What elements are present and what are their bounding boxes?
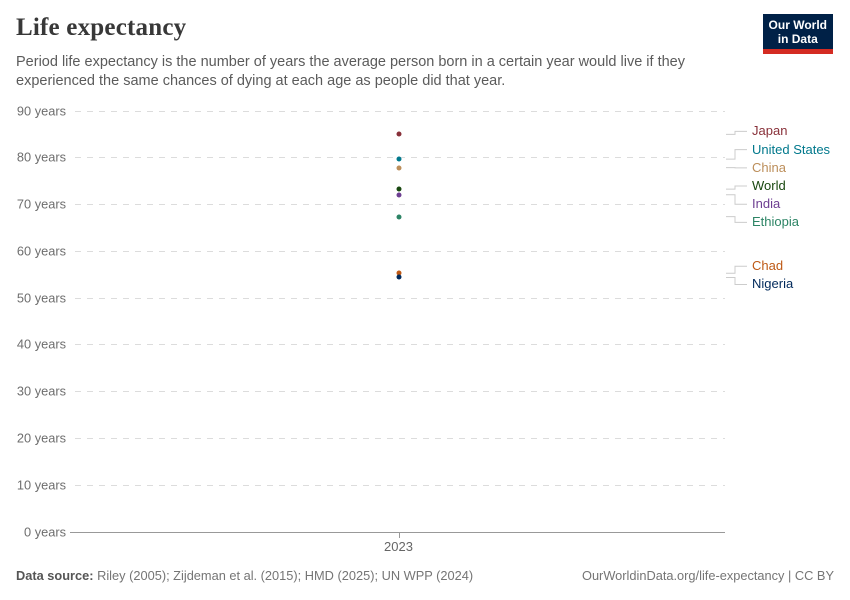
chart-subtitle: Period life expectancy is the number of … xyxy=(16,54,685,89)
legend-label-japan[interactable]: Japan xyxy=(752,123,788,139)
y-axis-tick-label: 40 years xyxy=(16,336,66,352)
y-axis-tick-label: 90 years xyxy=(16,103,66,118)
legend-label-nigeria[interactable]: Nigeria xyxy=(752,276,794,292)
data-point-world[interactable] xyxy=(396,186,401,192)
y-axis-tick-label: 80 years xyxy=(16,149,66,165)
x-axis-line xyxy=(70,532,725,533)
y-gridline xyxy=(75,485,725,486)
y-axis-tick-label: 20 years xyxy=(16,430,66,446)
owid-logo[interactable]: Our World in Data xyxy=(762,14,833,54)
y-gridline xyxy=(75,204,725,205)
y-axis-tick-label: 50 years xyxy=(16,290,66,306)
legend-connector xyxy=(726,276,747,285)
footer-source: Data source: Riley (2005); Zijdeman et a… xyxy=(16,568,473,583)
footer-source-label: Data source: xyxy=(16,568,94,583)
y-axis-tick-label: 60 years xyxy=(16,243,66,259)
data-point-chad[interactable] xyxy=(396,270,401,276)
y-gridline xyxy=(75,251,725,252)
owid-logo-line2: in Data xyxy=(777,31,818,46)
legend-label-world[interactable]: World xyxy=(752,178,786,194)
data-point-nigeria[interactable] xyxy=(396,274,401,280)
legend-label-china[interactable]: China xyxy=(752,159,786,175)
legend-connector xyxy=(726,185,747,190)
y-gridline xyxy=(75,344,725,345)
legend-connector xyxy=(726,216,747,223)
y-gridline xyxy=(75,111,725,112)
legend-connector xyxy=(726,149,747,160)
data-point-united-states[interactable] xyxy=(396,156,401,162)
y-axis-tick-label: 70 years xyxy=(16,196,66,212)
legend-label-chad[interactable]: Chad xyxy=(752,258,784,274)
x-axis-tick-label: 2023 xyxy=(384,539,413,554)
y-axis-tick-label: 10 years xyxy=(16,477,66,493)
legend-connector xyxy=(726,265,747,274)
y-axis-tick-label: 30 years xyxy=(16,383,66,399)
owid-logo-line1: Our World xyxy=(768,18,827,32)
data-point-china[interactable] xyxy=(396,165,401,171)
page-title: Life expectancy xyxy=(16,14,187,41)
legend-connector xyxy=(726,194,747,205)
legend-connector xyxy=(726,130,747,135)
y-gridline xyxy=(75,391,725,392)
footer-attribution: OurWorldinData.org/life-expectancy | CC … xyxy=(581,568,834,583)
legend-label-ethiopia[interactable]: Ethiopia xyxy=(752,214,799,230)
x-axis-tick-mark xyxy=(399,533,400,538)
y-axis-tick-label: 0 years xyxy=(24,524,66,539)
data-point-india[interactable] xyxy=(396,192,401,198)
legend-label-india[interactable]: India xyxy=(752,196,781,212)
y-gridline xyxy=(75,438,725,439)
legend-label-united-states[interactable]: United States xyxy=(752,141,831,157)
chart-footer: Data source: Riley (2005); Zijdeman et a… xyxy=(16,568,834,583)
data-point-japan[interactable] xyxy=(396,131,401,137)
data-point-ethiopia[interactable] xyxy=(396,214,401,220)
y-gridline xyxy=(75,298,725,299)
legend-connector-lines xyxy=(726,130,747,285)
footer-source-text: Riley (2005); Zijdeman et al. (2015); HM… xyxy=(93,568,474,583)
